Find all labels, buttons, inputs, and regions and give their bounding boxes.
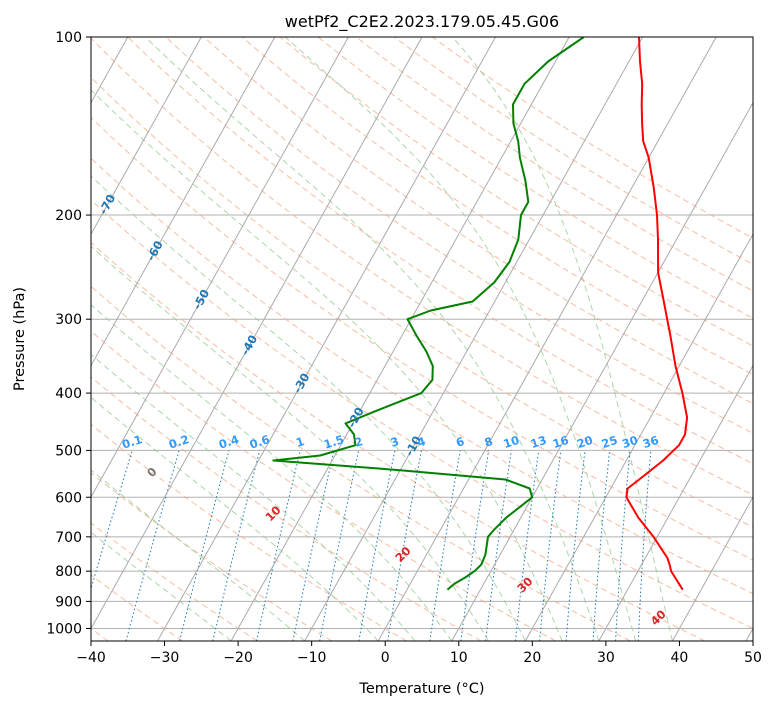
mixing-ratio-label: 3 <box>389 434 401 450</box>
dry-adiabat-line <box>91 574 183 641</box>
isotherm-line <box>91 37 349 499</box>
mixing-ratio-label: 36 <box>641 433 661 451</box>
moist-adiabat-line <box>144 37 600 641</box>
isotherm-line <box>451 101 753 641</box>
moist-adiabat-line <box>284 37 637 641</box>
mixing-ratio-label: 0.4 <box>217 432 241 452</box>
isotherm-line <box>91 37 202 236</box>
x-tick-label: 50 <box>744 650 762 666</box>
isotherm-line <box>91 37 276 367</box>
x-tick-label: −30 <box>150 650 180 666</box>
dry-adiabat-line <box>91 116 753 561</box>
isotherm-line <box>230 37 570 641</box>
mixing-ratio-label: 0.6 <box>248 432 272 452</box>
dry-adiabat-line <box>127 37 753 465</box>
mixing-ratio-line <box>256 450 301 641</box>
y-tick-label: 800 <box>55 564 82 580</box>
temperature-profile-line <box>625 37 689 591</box>
x-tick-label: −40 <box>76 650 106 666</box>
isotherm-line <box>91 37 423 630</box>
x-tick-label: 30 <box>597 650 615 666</box>
isotherm-line <box>377 37 717 641</box>
dry-adiabat-line <box>91 37 753 496</box>
mixing-ratio-line <box>212 450 261 641</box>
x-tick-label: 0 <box>381 650 390 666</box>
mixing-ratio-label: 13 <box>529 433 549 451</box>
mixing-ratio-label: 0.2 <box>167 432 191 452</box>
moist-adiabat-line <box>452 37 673 641</box>
mixing-ratio-label: 20 <box>575 433 595 451</box>
x-axis-ticks: −40 −30 −20 −10 0 10 20 30 40 50 <box>76 641 762 666</box>
y-tick-label: 600 <box>55 490 82 506</box>
y-tick-label: 500 <box>55 443 82 459</box>
dry-adiabat-line <box>91 241 706 641</box>
moist-adiabat-line <box>91 304 453 641</box>
x-axis-title: Temperature (°C) <box>358 681 484 697</box>
dry-adiabat-line <box>91 522 258 641</box>
dry-adiabat-line <box>91 76 753 528</box>
y-tick-label: 100 <box>55 30 82 46</box>
mixing-ratio-line <box>539 450 562 641</box>
mixing-ratio-line <box>429 450 461 641</box>
mixing-ratio-line <box>485 450 512 641</box>
moist-adiabat-line <box>91 396 379 641</box>
y-tick-label: 300 <box>55 312 82 328</box>
y-tick-label: 400 <box>55 386 82 402</box>
dry-adiabat-line <box>91 376 482 641</box>
dry-adiabat-line <box>91 285 631 641</box>
dry-adiabat-line <box>91 472 333 641</box>
x-tick-label: 40 <box>671 650 689 666</box>
x-tick-label: −10 <box>297 650 327 666</box>
mixing-ratio-label: 8 <box>483 434 495 450</box>
y-axis-title: Pressure (hPa) <box>12 287 28 391</box>
mixing-ratio-line <box>565 450 586 641</box>
y-axis-ticks: 100 200 300 400 500 600 700 800 900 1000 <box>46 30 91 637</box>
mixing-ratio-label: 30 <box>620 433 640 451</box>
moist-adiabat-line <box>91 353 416 641</box>
x-tick-label: 10 <box>450 650 468 666</box>
dry-adiabat-line <box>279 37 753 347</box>
mixing-ratio-label: 6 <box>454 434 466 450</box>
sounding-profiles <box>272 37 689 591</box>
isotherm-line <box>304 37 644 641</box>
dry-adiabat-line <box>241 37 753 375</box>
plot-area: -100-90-80-70-60-50-40-30-20-10010203040… <box>91 37 753 641</box>
moist-adiabat-line <box>91 175 526 641</box>
chart-title: wetPf2_C2E2.2023.179.05.45.G06 <box>285 12 559 32</box>
mixing-ratio-line <box>91 450 133 591</box>
dry-adiabat-line <box>91 199 753 630</box>
isotherm-line <box>157 37 496 641</box>
x-tick-label: 20 <box>523 650 541 666</box>
mixing-ratio-label: 10 <box>501 433 521 451</box>
x-tick-label: −20 <box>223 650 253 666</box>
isotherm-line <box>671 496 753 641</box>
plot-frame <box>90 36 754 642</box>
dewpoint-profile-line <box>272 37 585 591</box>
isotherm-line <box>524 233 753 641</box>
y-tick-label: 700 <box>55 530 82 546</box>
mixing-ratio-line <box>515 450 540 641</box>
moist-adiabats <box>91 37 673 641</box>
moist-adiabat-line <box>91 245 489 641</box>
mixing-ratio-line <box>460 450 490 641</box>
mixing-ratio-label: 0.1 <box>120 432 144 452</box>
moist-adiabat-line <box>91 89 563 641</box>
mixing-ratio-label: 2 <box>353 434 365 450</box>
mixing-ratio-label: 16 <box>551 433 571 451</box>
mixing-ratio-label: 4 <box>415 434 427 450</box>
dry-adiabat-line <box>91 157 753 595</box>
mixing-ratio-label: 25 <box>600 433 620 451</box>
y-tick-label: 200 <box>55 208 82 224</box>
mixing-ratio-label: 1 <box>294 434 306 450</box>
dry-adiabat-line <box>91 330 556 641</box>
mixing-ratio-label: 1.5 <box>322 432 346 452</box>
y-tick-label: 900 <box>55 594 82 610</box>
y-tick-label: 1000 <box>46 621 82 637</box>
mixing-ratio-line <box>179 450 230 641</box>
